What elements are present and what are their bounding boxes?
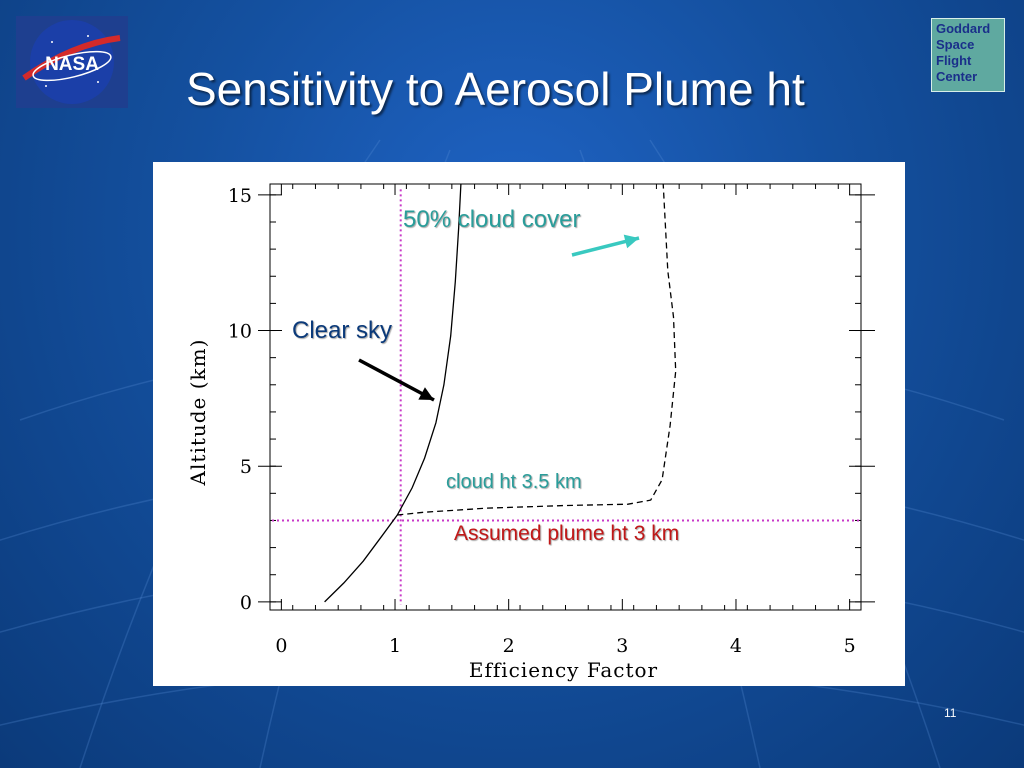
- plot-frame: [269, 183, 862, 611]
- gsfc-logo-icon: Goddard Space Flight Center: [931, 18, 1005, 92]
- x-tick-label: 3: [616, 635, 628, 657]
- x-tick-label: 4: [730, 635, 742, 657]
- chart-panel: 0 1 2 3 4 5 0 5 10 15 Efficiency Factor Altitude (k…: [153, 162, 905, 686]
- x-tick-label: 2: [503, 635, 515, 657]
- annotation-cloud-height: cloud ht 3.5 km: [446, 471, 582, 493]
- x-tick-label: 1: [389, 635, 401, 657]
- clear-sky-arrow-head: [418, 387, 434, 400]
- y-tick-label: 15: [228, 185, 252, 207]
- y-tick-label: 10: [228, 321, 252, 343]
- y-axis-label: Altitude (km): [186, 339, 210, 487]
- gsfc-logo-line-3: Flight: [936, 53, 972, 68]
- y-tick-label: 5: [240, 456, 252, 478]
- gsfc-logo-line-4: Center: [936, 69, 978, 84]
- gsfc-logo-line-2: Space: [936, 37, 975, 52]
- slide-title: Sensitivity to Aerosol Plume ht: [186, 63, 805, 115]
- x-axis-label: Efficiency Factor: [469, 658, 658, 682]
- gsfc-logo-line-1: Goddard: [936, 21, 991, 36]
- annotation-clear-sky: Clear sky: [292, 317, 393, 344]
- svg-text:NASA: NASA: [45, 54, 99, 75]
- annotation-cloud-cover: 50% cloud cover: [403, 206, 581, 233]
- x-tick-label: 5: [844, 635, 856, 657]
- page-number: 11: [944, 706, 957, 720]
- x-tick-label: 0: [275, 635, 287, 657]
- annotation-plume-height: Assumed plume ht 3 km: [454, 522, 680, 545]
- series-line-solid: [324, 183, 462, 603]
- y-tick-label: 0: [240, 592, 252, 614]
- cloud-cover-arrow-head: [623, 234, 639, 249]
- nasa-logo-icon: NASA: [16, 16, 128, 108]
- efficiency-altitude-chart: 0 1 2 3 4 5 0 5 10 15 Efficiency Factor Altitude (k…: [186, 183, 875, 682]
- clear-sky-arrow-shaft: [358, 358, 435, 402]
